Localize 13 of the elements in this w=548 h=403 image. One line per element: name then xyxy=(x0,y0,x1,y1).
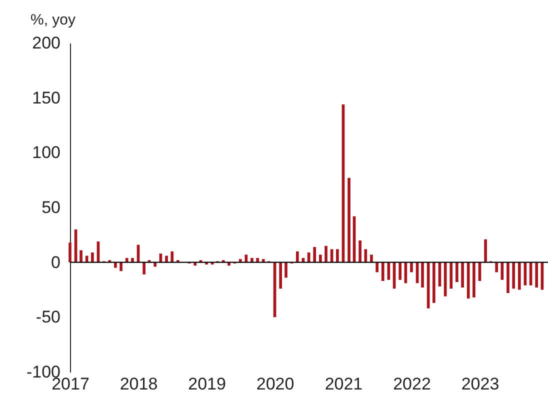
y-tick-label: 100 xyxy=(32,143,60,162)
x-tick-label: 2023 xyxy=(461,374,500,394)
x-tick-label: 2021 xyxy=(324,374,363,394)
x-tick-label: 2018 xyxy=(120,374,158,394)
y-tick-label: 0 xyxy=(51,252,60,272)
x-tick-label: 2019 xyxy=(188,374,226,394)
y-tick-label: 150 xyxy=(32,88,60,108)
x-tick-label: 2022 xyxy=(393,374,431,394)
x-tick-label: 2020 xyxy=(256,374,294,394)
y-tick-label: 200 xyxy=(32,34,60,52)
y-axis-title: %, yoy xyxy=(30,12,76,28)
y-tick-label: -50 xyxy=(36,308,60,327)
y-tick-label: 50 xyxy=(42,198,60,217)
